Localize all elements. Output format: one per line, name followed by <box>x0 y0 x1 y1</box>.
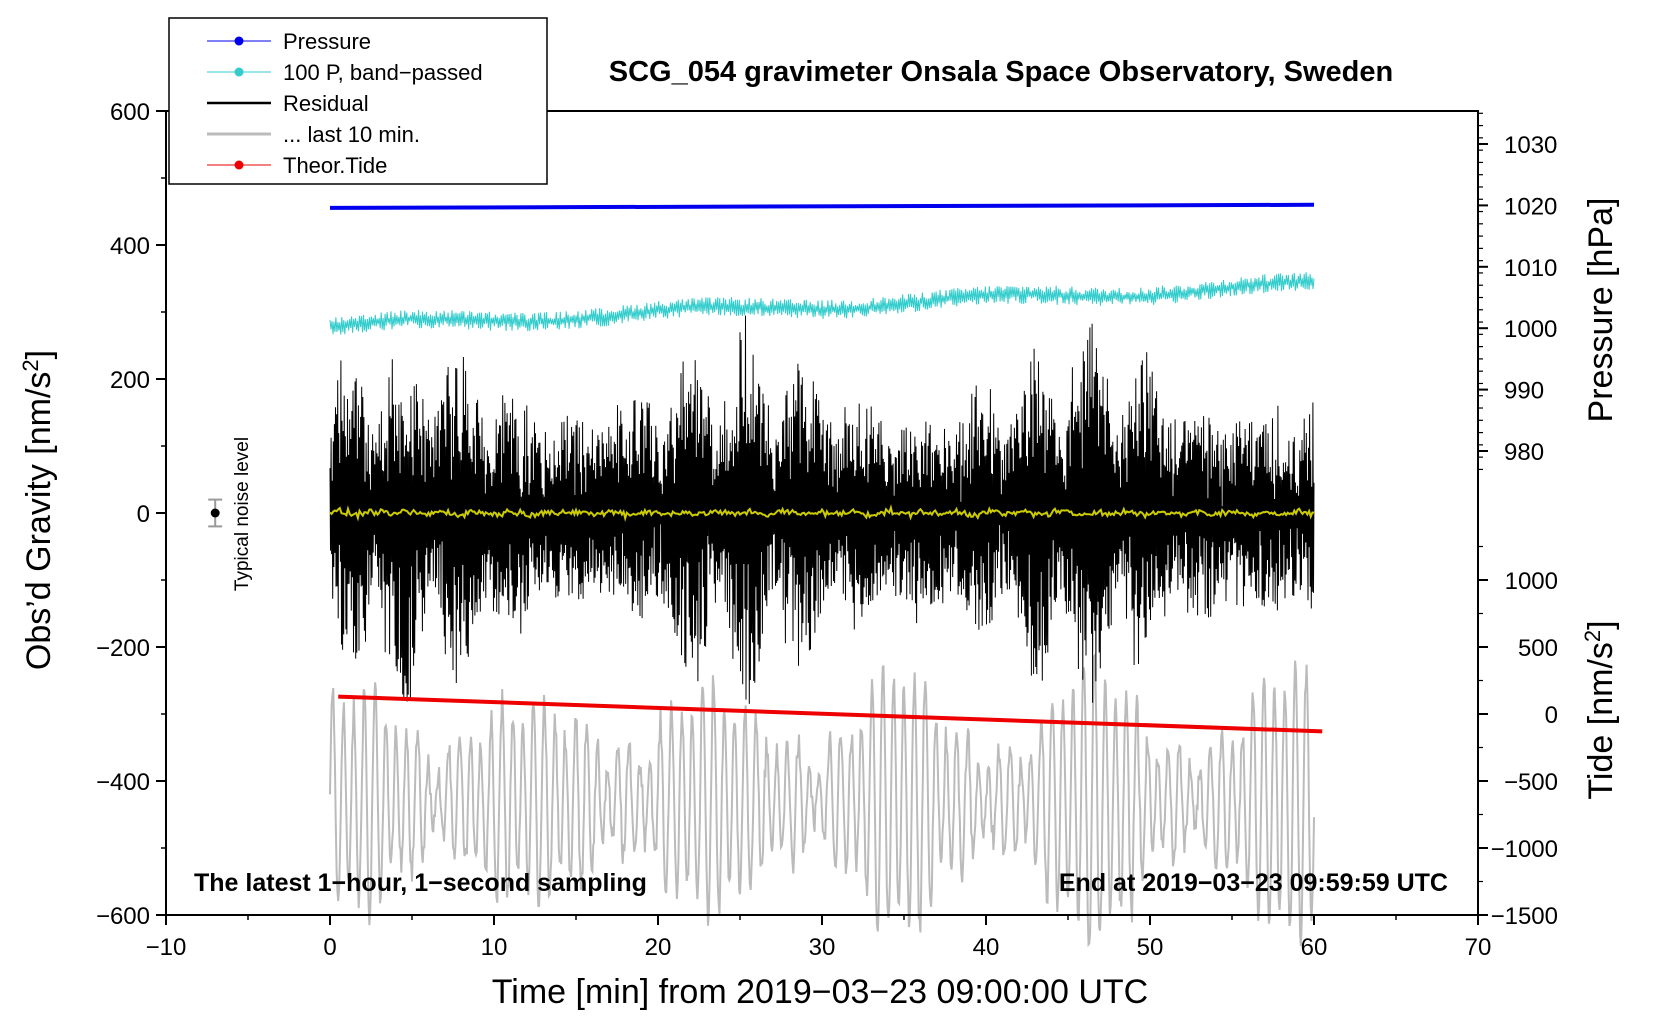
legend-label: Residual <box>283 91 369 116</box>
legend-marker <box>234 36 244 46</box>
pressure-tick-label: 1010 <box>1504 255 1557 282</box>
x-axis-label: Time [min] from 2019−03−23 09:00:00 UTC <box>492 973 1148 1011</box>
left-tick-label: 200 <box>110 367 150 394</box>
x-tick-label: 20 <box>645 934 672 961</box>
series-residual <box>329 315 1315 704</box>
tide-tick-label: 1000 <box>1505 568 1558 595</box>
left-tick-label: −400 <box>96 769 150 796</box>
pressure-tick-label: 1020 <box>1504 193 1557 220</box>
chart-title: SCG_054 gravimeter Onsala Space Observat… <box>609 56 1393 88</box>
plot-data-layer <box>329 202 1323 948</box>
noise-label: Typical noise level <box>232 437 253 591</box>
series-band-passed <box>329 272 1315 335</box>
annotation-bottom-right: End at 2019−03−23 09:59:59 UTC <box>1059 869 1448 897</box>
legend-marker <box>234 67 244 77</box>
x-tick-label: 0 <box>323 934 336 961</box>
left-tick-label: 600 <box>110 99 150 126</box>
y-axis-label-pressure: Pressure [hPa] <box>1582 198 1620 423</box>
noise-dot <box>210 508 220 518</box>
series-pressure <box>329 202 1315 210</box>
x-tick-label: 10 <box>481 934 508 961</box>
pressure-tick-label: 1030 <box>1504 132 1557 159</box>
series-theor-tide <box>338 694 1323 734</box>
y-axis-label-tide: Tide [nm/s2] <box>1580 620 1620 799</box>
legend: Pressure 100 P, band−passed Residual ... la… <box>168 17 548 185</box>
left-tick-label: −600 <box>96 903 150 930</box>
pressure-tick-label: 980 <box>1504 439 1544 466</box>
left-tick-label: −200 <box>96 635 150 662</box>
legend-label: 100 P, band−passed <box>283 60 483 85</box>
x-tick-label: 30 <box>809 934 836 961</box>
legend-label: Theor.Tide <box>283 153 387 178</box>
tide-tick-label: 500 <box>1518 635 1558 662</box>
x-tick-label: 70 <box>1465 934 1492 961</box>
legend-label: ... last 10 min. <box>283 122 420 147</box>
tide-tick-label: −500 <box>1504 769 1558 796</box>
left-tick-label: 0 <box>137 501 150 528</box>
tide-tick-label: −1000 <box>1491 836 1558 863</box>
y-axis-label-left: Obs’d Gravity [nm/s2] <box>18 350 58 670</box>
series-last-10-min <box>329 652 1315 948</box>
series-residual-mean <box>329 504 1315 523</box>
tide-tick-label: 0 <box>1545 702 1558 729</box>
x-tick-label: −10 <box>146 934 187 961</box>
left-tick-label: 400 <box>110 233 150 260</box>
x-tick-label: 50 <box>1137 934 1164 961</box>
legend-box <box>168 17 548 185</box>
pressure-tick-label: 990 <box>1504 378 1544 405</box>
tide-tick-label: −1500 <box>1491 903 1558 930</box>
annotation-bottom-left: The latest 1−hour, 1−second sampling <box>194 869 647 897</box>
x-tick-label: 60 <box>1301 934 1328 961</box>
legend-marker <box>234 160 244 170</box>
x-tick-label: 40 <box>973 934 1000 961</box>
ticks-layer: −10 0 10 20 30 40 50 60 706004002000−200−400−600… <box>96 99 1558 961</box>
pressure-tick-label: 1000 <box>1504 316 1557 343</box>
legend-label: Pressure <box>283 29 371 54</box>
noise-marker: Typical noise level <box>208 437 253 591</box>
